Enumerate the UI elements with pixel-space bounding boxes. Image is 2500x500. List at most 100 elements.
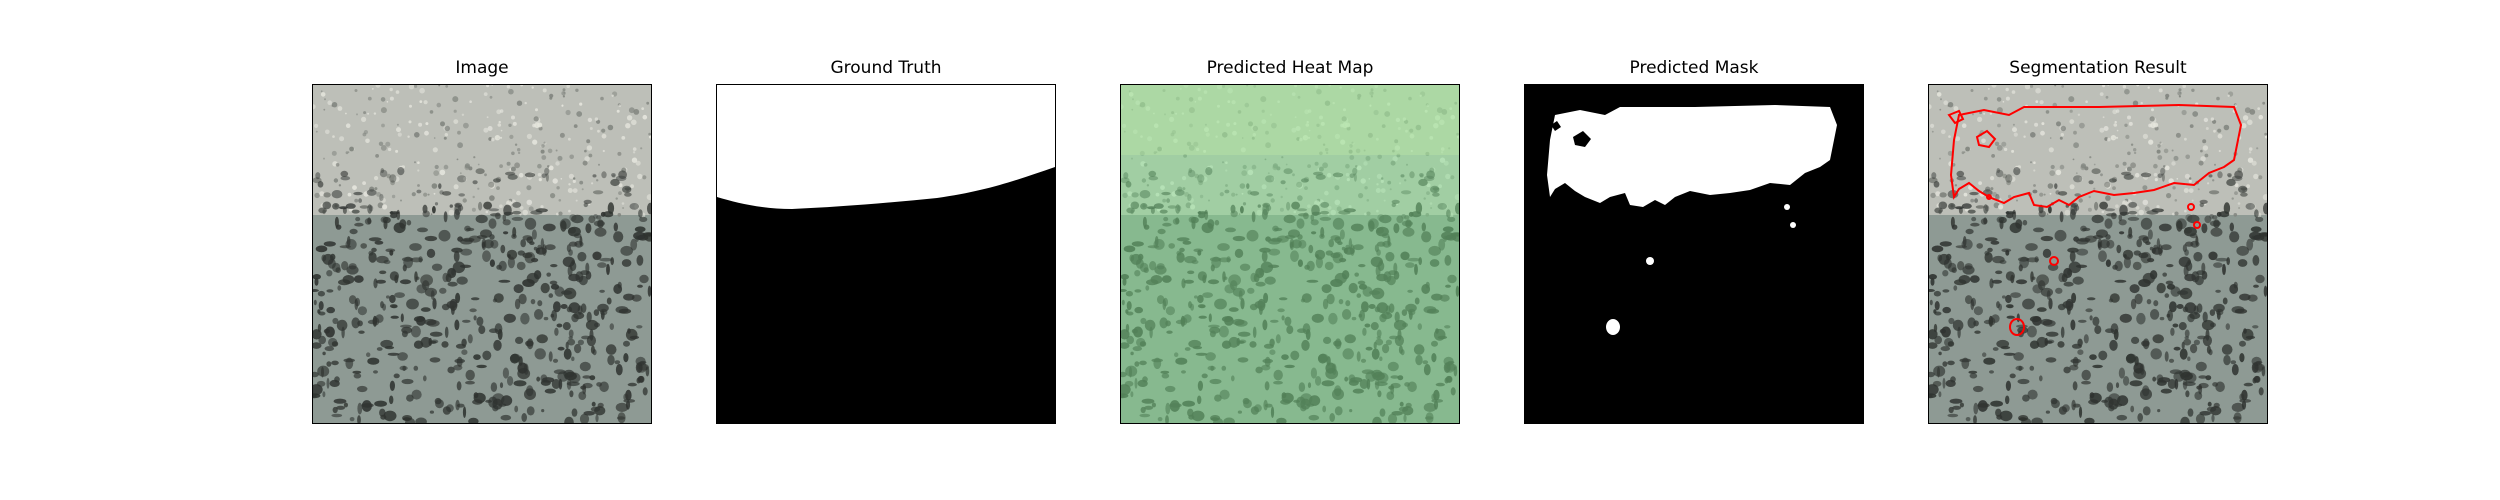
dark-spot [1161,191,1171,196]
dark-spot [1129,366,1132,378]
bright-speckle [1327,213,1330,216]
dark-spot [317,323,322,333]
dark-spot [590,345,595,354]
bright-speckle [1314,200,1320,206]
dark-spot [537,300,543,307]
dark-spot [2253,284,2259,288]
dark-spot [379,270,387,275]
dark-spot [2038,210,2046,218]
dark-spot [600,310,605,320]
dark-spot [1286,201,1291,211]
dark-spot [1221,365,1227,371]
bright-speckle [1336,206,1342,212]
dark-spot [2128,201,2138,208]
dark-spot [2126,353,2137,363]
dark-spot [1143,224,1150,230]
bright-speckle [1939,108,1942,111]
bright-speckle [314,123,319,128]
dark-spot [596,215,602,220]
bright-speckle [2024,120,2028,124]
bright-speckle [602,149,605,153]
bright-speckle [2191,199,2194,202]
dark-spot [1996,414,2003,420]
dark-spot [1264,403,1273,408]
bright-speckle [499,164,503,168]
dark-spot [531,229,537,240]
bright-speckle [411,192,416,197]
dark-spot [1175,357,1188,365]
dark-spot [493,178,501,183]
dark-spot [478,201,483,211]
dark-spot [2127,233,2133,239]
bright-speckle [1370,88,1374,92]
bright-speckle [469,100,472,103]
dark-spot [1965,417,1971,422]
dark-spot [1426,308,1440,314]
dark-spot [1956,176,1967,181]
bright-speckle [587,117,593,123]
bright-speckle [331,150,337,156]
dark-spot [1408,310,1413,320]
dark-spot [599,289,605,293]
dark-spot [2213,219,2220,228]
dark-spot [1996,168,2001,174]
bright-speckle [568,183,571,186]
bright-speckle [1244,102,1250,108]
bright-speckle [542,88,547,93]
bright-speckle [568,137,571,141]
bright-speckle [1153,123,1159,128]
dark-spot [1394,311,1400,323]
dark-spot [366,189,377,196]
dark-spot [2237,259,2248,267]
bright-speckle [1252,125,1258,132]
dark-spot [567,265,573,277]
dark-spot [2025,243,2038,251]
bright-speckle [400,199,402,202]
bright-speckle [561,104,564,107]
source-image [313,85,651,423]
dark-spot [2084,235,2097,243]
dark-spot [1165,402,1171,415]
dark-spot [2177,290,2189,295]
dark-spot [2063,281,2074,287]
dark-spot [1261,250,1268,263]
dark-spot [454,319,460,331]
bright-speckle [2124,88,2130,95]
bright-speckle [541,155,547,160]
dark-spot [1342,309,1352,320]
bright-speckle [2124,123,2128,127]
dark-spot [2215,381,2225,393]
dark-spot [1221,340,1232,349]
dark-spot [2193,251,2203,262]
segmentation-contour [2049,256,2059,266]
bright-speckle [2203,117,2209,123]
bright-speckle [2144,206,2150,212]
predicted-mask-blob [1646,257,1654,265]
dark-spot [2258,387,2264,396]
dark-spot [1273,369,1283,381]
bright-speckle [2210,117,2215,121]
dark-spot [447,366,455,374]
dark-spot [2202,311,2208,323]
dark-spot [1950,376,1956,383]
ground-truth-region [717,85,1055,209]
dark-spot [574,240,584,248]
dark-spot [1423,402,1437,412]
dark-spot [1405,262,1415,268]
bright-speckle [1983,112,1986,115]
bright-speckle [2191,88,2195,92]
bright-speckle [439,169,446,176]
bright-speckle [637,173,643,180]
dark-spot [1447,360,1455,364]
dark-spot [371,247,377,253]
dark-spot [503,313,516,323]
dark-spot [452,261,466,274]
bright-speckle [386,173,392,179]
bright-speckle [1189,123,1193,128]
dark-spot [1130,351,1134,356]
bright-speckle [1947,150,1953,156]
bright-speckle [589,127,593,130]
bright-speckle [2258,114,2264,120]
dark-spot [597,219,604,228]
dark-spot [1134,270,1141,277]
